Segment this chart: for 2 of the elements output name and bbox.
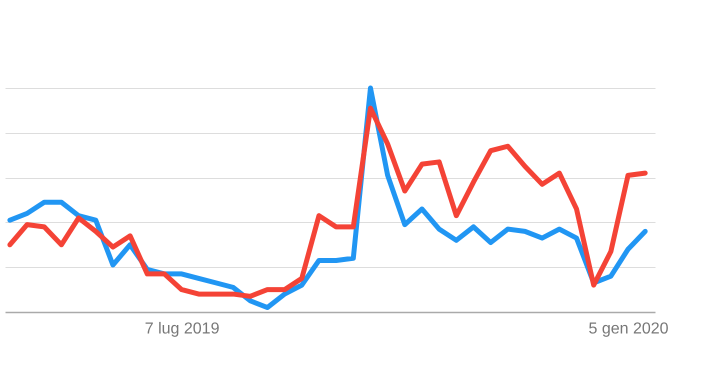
x-tick-label: 5 gen 2020 [588, 320, 669, 338]
x-tick-label: 7 lug 2019 [144, 320, 220, 338]
